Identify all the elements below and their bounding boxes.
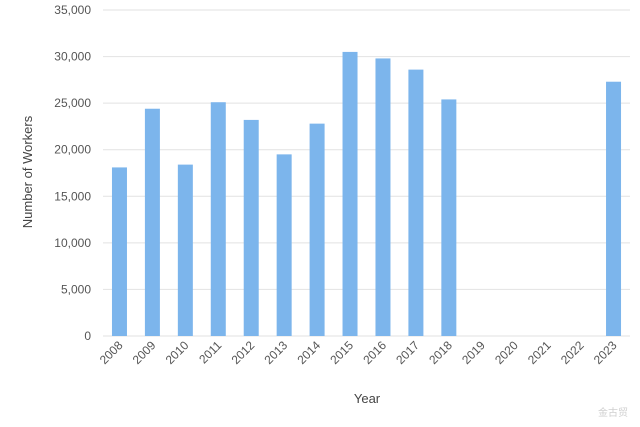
x-axis-ticks: 2008 2009 2010 2011 2012 2013 2014 2015 2016 2017… bbox=[97, 338, 620, 367]
x-axis-title: Year bbox=[354, 391, 381, 406]
x-tick-label: 2013 bbox=[261, 338, 290, 367]
x-tick-label: 2018 bbox=[426, 338, 455, 367]
y-tick-label: 35,000 bbox=[54, 3, 91, 17]
bar-2010 bbox=[177, 164, 193, 336]
bar-2014 bbox=[309, 123, 325, 337]
x-tick-label: 2023 bbox=[591, 338, 620, 367]
y-tick-label: 0 bbox=[84, 329, 91, 343]
y-axis-title: Number of Workers bbox=[20, 115, 35, 228]
x-tick-label: 2010 bbox=[163, 338, 192, 367]
y-tick-label: 20,000 bbox=[54, 143, 91, 157]
x-tick-label: 2009 bbox=[130, 338, 159, 367]
bar-2011 bbox=[210, 102, 226, 336]
watermark: 金古贸 bbox=[598, 406, 628, 419]
y-tick-label: 5,000 bbox=[61, 282, 91, 296]
bar-2008 bbox=[111, 167, 127, 336]
bar-2015 bbox=[342, 51, 358, 337]
bar-2023 bbox=[606, 81, 622, 336]
y-tick-label: 15,000 bbox=[54, 189, 91, 203]
x-tick-label: 2014 bbox=[294, 338, 323, 367]
bars bbox=[111, 51, 622, 337]
x-tick-label: 2012 bbox=[229, 338, 258, 367]
bar-2016 bbox=[375, 58, 391, 336]
x-tick-label: 2020 bbox=[492, 338, 521, 367]
bar-2017 bbox=[408, 69, 424, 337]
x-tick-label: 2019 bbox=[459, 338, 488, 367]
y-tick-label: 25,000 bbox=[54, 96, 91, 110]
y-axis-ticks: 0 5,000 10,000 15,000 20,000 25,000 30,000 35,0… bbox=[54, 3, 91, 343]
x-tick-label: 2011 bbox=[196, 338, 224, 366]
bar-2012 bbox=[243, 119, 259, 336]
x-tick-label: 2017 bbox=[393, 338, 422, 367]
y-tick-label: 30,000 bbox=[54, 50, 91, 64]
bar-2013 bbox=[276, 154, 292, 336]
y-tick-label: 10,000 bbox=[54, 236, 91, 250]
x-tick-label: 2008 bbox=[97, 338, 126, 367]
x-tick-label: 2021 bbox=[525, 338, 554, 367]
x-tick-label: 2015 bbox=[327, 338, 356, 367]
bar-2009 bbox=[144, 108, 160, 336]
x-tick-label: 2016 bbox=[360, 338, 389, 367]
x-tick-label: 2022 bbox=[558, 338, 587, 367]
bar-2018 bbox=[441, 99, 457, 336]
